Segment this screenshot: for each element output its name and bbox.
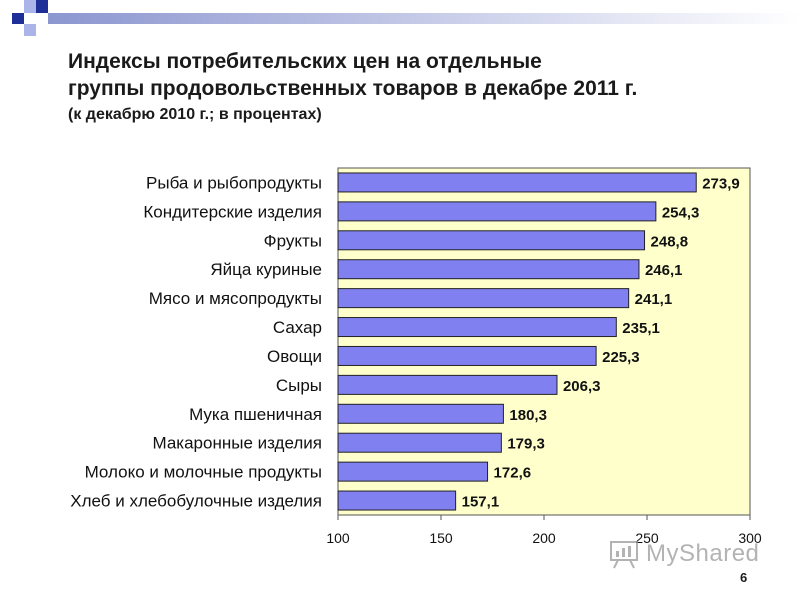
plot-area (337, 167, 751, 516)
data-label: 157,1 (462, 494, 500, 511)
bar (337, 172, 697, 193)
data-label: 254,3 (662, 204, 700, 221)
corner-square (24, 0, 36, 13)
data-label: 206,3 (563, 378, 601, 395)
category-label: Сахар (273, 318, 322, 337)
category-label: Сыры (276, 376, 322, 395)
corner-square (24, 24, 36, 36)
category-label: Макаронные изделия (152, 434, 322, 453)
x-tick-label: 200 (532, 530, 556, 546)
category-label: Овощи (267, 347, 322, 366)
page-title-line-2: группы продовольственных товаров в декаб… (68, 77, 638, 100)
corner-bar (48, 13, 800, 24)
presentation-board-icon (610, 541, 638, 569)
bar (337, 288, 630, 309)
category-label: Рыба и рыбопродукты (146, 173, 322, 192)
x-axis: 100 150 200 250 300 (326, 514, 762, 546)
corner-decoration (12, 0, 800, 36)
bar (337, 490, 457, 511)
category-labels-group: Рыба и рыбопродукты Кондитерские изделия Ф… (70, 173, 322, 510)
data-label: 180,3 (509, 407, 547, 424)
data-label: 246,1 (645, 262, 683, 279)
category-label: Хлеб и хлебобулочные изделия (70, 492, 322, 511)
watermark-text: MyShared (646, 540, 760, 567)
data-label: 172,6 (494, 465, 532, 482)
title-block: Индексы потребительских цен на отдельные… (68, 48, 768, 126)
page-title-line-1: Индексы потребительских цен на отдельные (68, 50, 542, 73)
category-label: Молоко и молочные продукты (85, 463, 322, 482)
bar (337, 259, 640, 280)
bar (337, 317, 617, 338)
bars-group (337, 172, 697, 511)
data-label: 241,1 (635, 291, 673, 308)
x-tick-label: 300 (738, 530, 762, 546)
bar (337, 201, 657, 222)
bar (337, 432, 502, 453)
bar (337, 374, 558, 395)
page-number: 6 (740, 570, 748, 585)
data-label: 235,1 (622, 320, 660, 337)
page-subtitle: (к декабрю 2010 г.; в процентах) (68, 106, 322, 123)
x-tick-label: 250 (635, 530, 659, 546)
corner-square (12, 13, 24, 24)
x-tick-label: 100 (326, 530, 350, 546)
data-label: 248,8 (651, 233, 689, 250)
corner-square (36, 0, 48, 13)
bar (337, 403, 504, 424)
category-label: Кондитерские изделия (143, 202, 322, 221)
bar (337, 345, 597, 366)
data-label: 225,3 (602, 349, 640, 366)
category-label: Яйца куриные (210, 260, 322, 279)
bar (337, 461, 489, 482)
bar (337, 230, 646, 251)
data-label: 179,3 (507, 436, 545, 453)
category-label: Мука пшеничная (189, 405, 322, 424)
category-label: Фрукты (264, 231, 322, 250)
data-label: 273,9 (702, 175, 740, 192)
category-label: Мясо и мясопродукты (149, 289, 322, 308)
x-tick-label: 150 (429, 530, 453, 546)
watermark: MyShared (608, 536, 768, 572)
